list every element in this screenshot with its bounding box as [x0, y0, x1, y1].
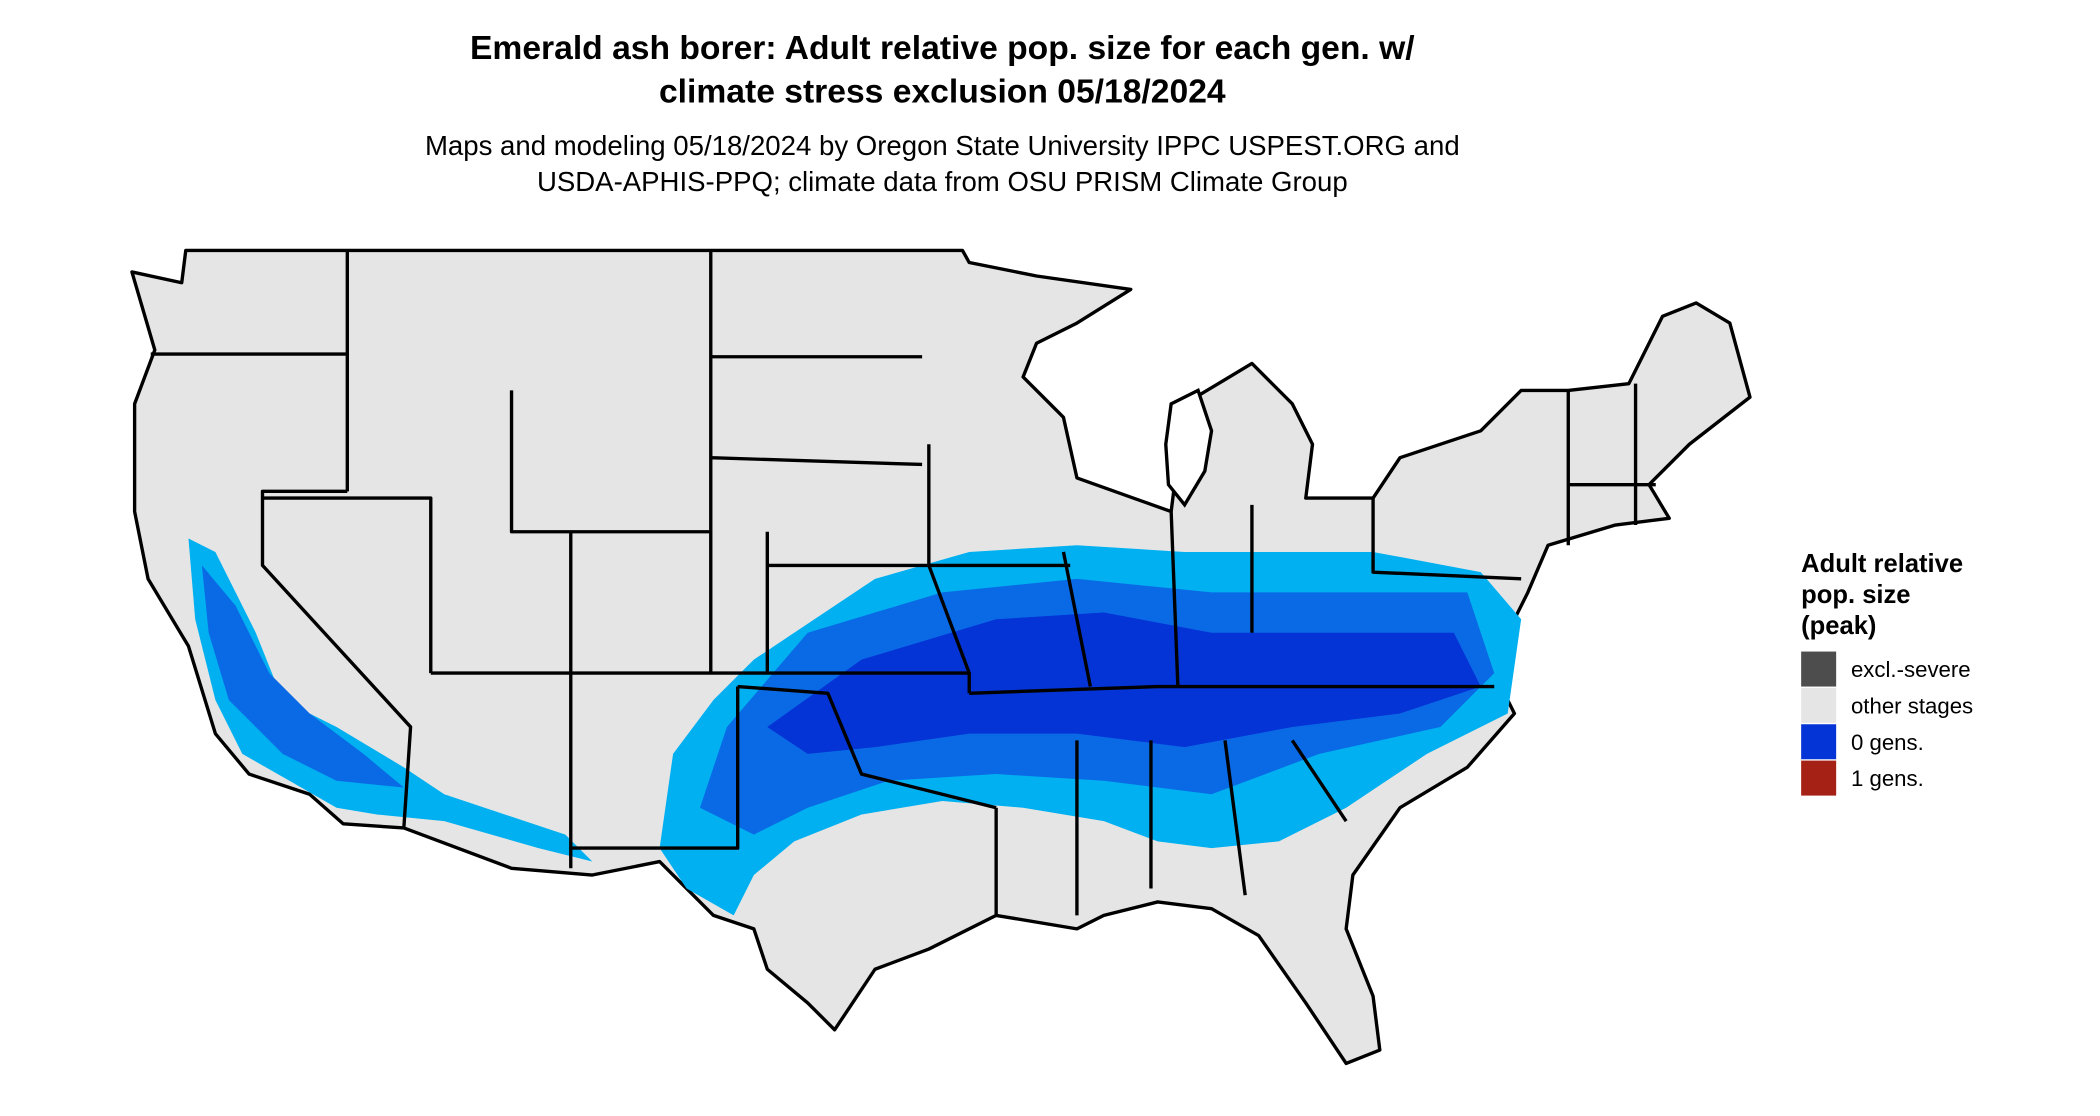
legend-label: 0 gens.	[1851, 730, 1924, 755]
region-mid	[201, 565, 404, 788]
us-map	[130, 248, 1752, 1066]
region-dark	[767, 612, 1481, 754]
legend-title-line: (peak)	[1801, 612, 1876, 640]
legend-label: excl.-severe	[1851, 657, 1971, 682]
title-line: Emerald ash borer: Adult relative pop. s…	[470, 30, 1415, 67]
legend-title-line: Adult relative	[1801, 550, 1963, 578]
state-borders	[150, 250, 1656, 916]
legend-swatch	[1801, 651, 1837, 687]
legend-swatch	[1801, 687, 1837, 723]
legend-label: 1 gens.	[1851, 766, 1924, 791]
subtitle-line: Maps and modeling 05/18/2024 by Oregon S…	[425, 130, 1460, 161]
legend-label: other stages	[1851, 693, 1973, 718]
subtitle-line: USDA-APHIS-PPQ; climate data from OSU PR…	[537, 166, 1348, 197]
title-line: climate stress exclusion 05/18/2024	[659, 73, 1226, 110]
legend-swatch	[1801, 724, 1837, 760]
lake	[1164, 388, 1214, 508]
pest-area	[188, 538, 1522, 916]
legend-swatch	[1801, 760, 1837, 796]
legend-title-line: pop. size	[1801, 581, 1910, 609]
legend: Adult relative pop. size (peak) excl.-se…	[1801, 550, 1973, 796]
